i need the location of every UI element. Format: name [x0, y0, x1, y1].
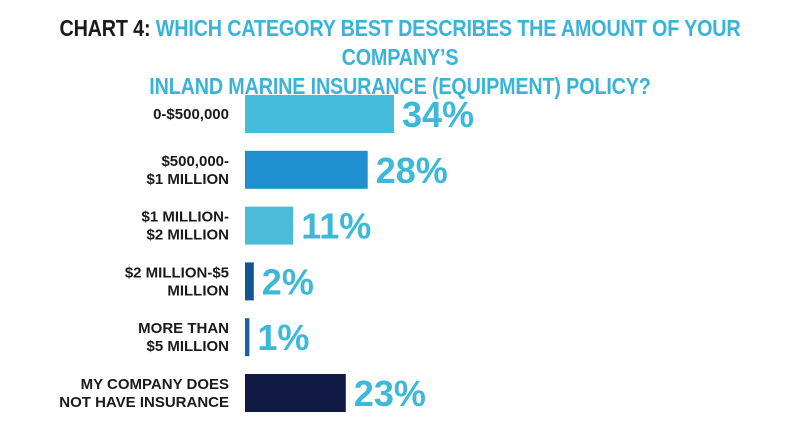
chart-question-line-2: INLAND MARINE INSURANCE (EQUIPMENT) POLI… [149, 73, 651, 99]
bar-5 [245, 374, 346, 412]
category-label-3: $2 MILLION-$5 MILLION [125, 264, 229, 299]
category-label-4: MORE THAN $5 MILLION [138, 320, 229, 355]
category-label-0: 0-$500,000 [153, 106, 229, 123]
category-label-line: $500,000- [161, 153, 229, 170]
chart-title-line-1: CHART 4: WHICH CATEGORY BEST DESCRIBES T… [56, 14, 744, 72]
chart-title-line-2: INLAND MARINE INSURANCE (EQUIPMENT) POLI… [56, 72, 744, 101]
category-label-line: 0-$500,000 [153, 106, 229, 123]
chart-number: CHART 4: [59, 15, 151, 41]
value-label-1: 28% [376, 150, 448, 191]
value-label-2: 11% [301, 206, 371, 247]
category-label-line: $2 MILLION-$5 [125, 264, 229, 281]
bar-2 [245, 206, 294, 245]
category-label-line: $5 MILLION [146, 338, 229, 355]
category-label-line: NOT HAVE INSURANCE [59, 394, 229, 411]
chart-question-line-1: WHICH CATEGORY BEST DESCRIBES THE AMOUNT… [155, 15, 741, 70]
value-label-4: 1% [257, 317, 309, 358]
bar-1 [245, 150, 368, 189]
category-label-line: $1 MILLION [146, 171, 229, 188]
bar-4 [245, 318, 250, 357]
category-label-line: MY COMPANY DOES [81, 376, 229, 393]
category-label-2: $1 MILLION-$2 MILLION [141, 209, 229, 244]
value-label-5: 23% [354, 373, 426, 414]
bars-group: 0-$500,000 34% $500,000-$1 MILLION 28% $1 MI… [59, 94, 474, 414]
category-label-1: $500,000-$1 MILLION [146, 153, 229, 188]
category-label-5: MY COMPANY DOES NOT HAVE INSURANCE [59, 376, 229, 411]
bar-0 [245, 95, 394, 133]
value-label-3: 2% [262, 261, 314, 302]
chart-title: CHART 4: WHICH CATEGORY BEST DESCRIBES T… [56, 14, 744, 101]
category-label-line: MILLION [167, 282, 229, 299]
bar-3 [245, 262, 254, 301]
category-label-line: MORE THAN [138, 320, 229, 337]
category-label-line: $2 MILLION [146, 227, 229, 244]
value-label-0: 34% [402, 94, 474, 135]
category-label-line: $1 MILLION- [141, 209, 229, 226]
